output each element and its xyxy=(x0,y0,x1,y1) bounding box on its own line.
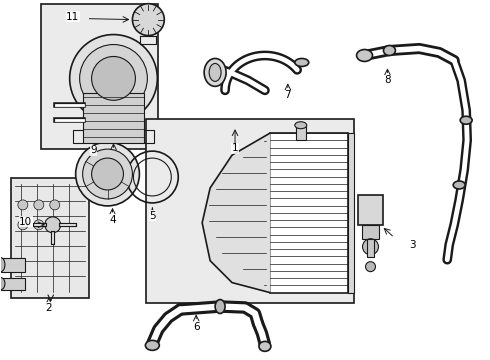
Ellipse shape xyxy=(209,63,221,81)
Bar xyxy=(362,225,379,239)
Ellipse shape xyxy=(0,278,5,289)
Text: 6: 6 xyxy=(193,323,199,332)
Ellipse shape xyxy=(259,341,271,351)
Circle shape xyxy=(132,4,164,36)
Text: 2: 2 xyxy=(46,302,52,312)
Circle shape xyxy=(80,45,147,112)
Circle shape xyxy=(50,200,60,210)
Ellipse shape xyxy=(295,58,309,67)
Circle shape xyxy=(45,217,61,233)
Bar xyxy=(147,119,354,302)
Ellipse shape xyxy=(357,50,372,62)
Text: 11: 11 xyxy=(66,12,79,22)
Text: 1: 1 xyxy=(232,143,238,153)
Ellipse shape xyxy=(215,300,225,314)
Circle shape xyxy=(92,57,135,100)
Circle shape xyxy=(92,158,123,190)
Circle shape xyxy=(34,220,44,230)
Ellipse shape xyxy=(204,58,226,86)
Ellipse shape xyxy=(146,340,159,350)
Text: 5: 5 xyxy=(149,211,156,221)
Text: 7: 7 xyxy=(285,90,291,100)
Ellipse shape xyxy=(384,45,395,55)
Bar xyxy=(1,278,25,289)
Circle shape xyxy=(18,220,28,230)
Circle shape xyxy=(75,142,140,206)
Text: 3: 3 xyxy=(409,240,416,250)
Ellipse shape xyxy=(453,181,465,189)
Circle shape xyxy=(18,200,28,210)
Bar xyxy=(41,4,158,149)
Bar xyxy=(296,126,306,140)
Bar xyxy=(270,133,347,293)
Text: 4: 4 xyxy=(109,215,116,225)
Bar xyxy=(1,258,25,272)
Ellipse shape xyxy=(295,122,307,129)
Circle shape xyxy=(83,149,132,199)
Text: 8: 8 xyxy=(384,75,391,85)
Circle shape xyxy=(34,200,44,210)
Circle shape xyxy=(50,220,60,230)
Circle shape xyxy=(363,239,378,255)
Text: 10: 10 xyxy=(19,217,32,227)
Bar xyxy=(83,93,145,143)
Ellipse shape xyxy=(0,258,5,272)
Bar xyxy=(11,178,89,298)
Polygon shape xyxy=(202,133,270,293)
Bar xyxy=(358,195,384,225)
Circle shape xyxy=(366,262,375,272)
Bar xyxy=(367,239,374,257)
Text: 9: 9 xyxy=(90,145,97,155)
Bar xyxy=(347,133,354,293)
Ellipse shape xyxy=(460,116,472,124)
Circle shape xyxy=(70,35,157,122)
